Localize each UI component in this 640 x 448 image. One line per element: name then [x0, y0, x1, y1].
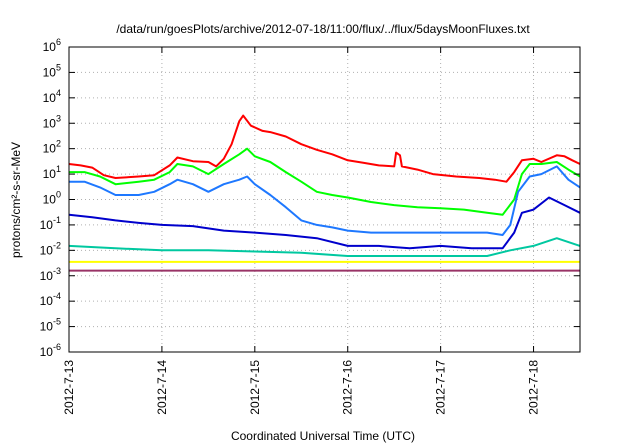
y-tick-base: 10	[40, 243, 54, 257]
y-tick-label: 10-5	[40, 317, 61, 334]
y-tick-label: 103	[43, 113, 61, 130]
y-tick-base: 10	[40, 294, 54, 308]
y-tick-exponent: -4	[53, 291, 61, 301]
y-tick-base: 10	[43, 142, 57, 156]
series-line-3	[69, 165, 581, 236]
y-tick-exponent: 0	[56, 190, 61, 200]
x-tick-label: 2012-7-13	[62, 360, 76, 415]
series-line-5	[68, 237, 581, 257]
y-tick-base: 10	[40, 269, 54, 283]
chart-title: /data/run/goesPlots/archive/2012-07-18/1…	[116, 22, 530, 36]
y-tick-base: 10	[43, 116, 57, 130]
y-tick-exponent: 4	[56, 88, 61, 98]
series-line-4	[68, 196, 581, 250]
y-tick-base: 10	[43, 91, 57, 105]
y-tick-base: 10	[40, 320, 54, 334]
y-tick-base: 10	[40, 345, 54, 359]
series-layer	[68, 114, 581, 272]
y-tick-exponent: -2	[53, 240, 61, 250]
y-tick-label: 10-6	[40, 342, 61, 359]
y-tick-label: 102	[43, 139, 61, 156]
y-tick-exponent: 1	[56, 164, 61, 174]
y-axis-label: protons/cm²-s-sr-MeV	[9, 142, 23, 258]
y-tick-exponent: 6	[56, 37, 61, 47]
x-axis-label: Coordinated Universal Time (UTC)	[231, 429, 415, 443]
x-tick-label: 2012-7-15	[248, 360, 262, 415]
y-tick-exponent: -1	[53, 215, 61, 225]
y-tick-exponent: -6	[53, 342, 61, 352]
y-tick-label: 10-3	[40, 266, 61, 283]
y-tick-base: 10	[43, 65, 57, 79]
ticks: 10-610-510-410-310-210-11001011021031041…	[40, 37, 580, 415]
x-tick-label: 2012-7-18	[527, 360, 541, 415]
y-tick-exponent: 3	[56, 113, 61, 123]
x-tick-label: 2012-7-17	[434, 360, 448, 415]
series-line-2	[69, 147, 581, 216]
y-tick-base: 10	[40, 218, 54, 232]
x-tick-label: 2012-7-16	[341, 360, 355, 415]
series-line-1	[68, 114, 581, 183]
y-tick-label: 10-1	[40, 215, 61, 232]
y-tick-label: 101	[43, 164, 61, 181]
y-tick-exponent: -3	[53, 266, 61, 276]
y-tick-base: 10	[43, 40, 57, 54]
grid	[68, 47, 580, 352]
y-tick-label: 104	[43, 88, 61, 105]
y-tick-label: 105	[43, 62, 61, 79]
y-tick-exponent: 2	[56, 139, 61, 149]
y-tick-exponent: 5	[56, 62, 61, 72]
x-tick-label: 2012-7-14	[155, 360, 169, 415]
y-tick-label: 106	[43, 37, 61, 54]
y-tick-label: 100	[43, 190, 61, 207]
y-tick-exponent: -5	[53, 317, 61, 327]
y-tick-base: 10	[43, 167, 57, 181]
y-tick-label: 10-4	[40, 291, 61, 308]
y-tick-label: 10-2	[40, 240, 61, 257]
y-tick-base: 10	[43, 193, 57, 207]
